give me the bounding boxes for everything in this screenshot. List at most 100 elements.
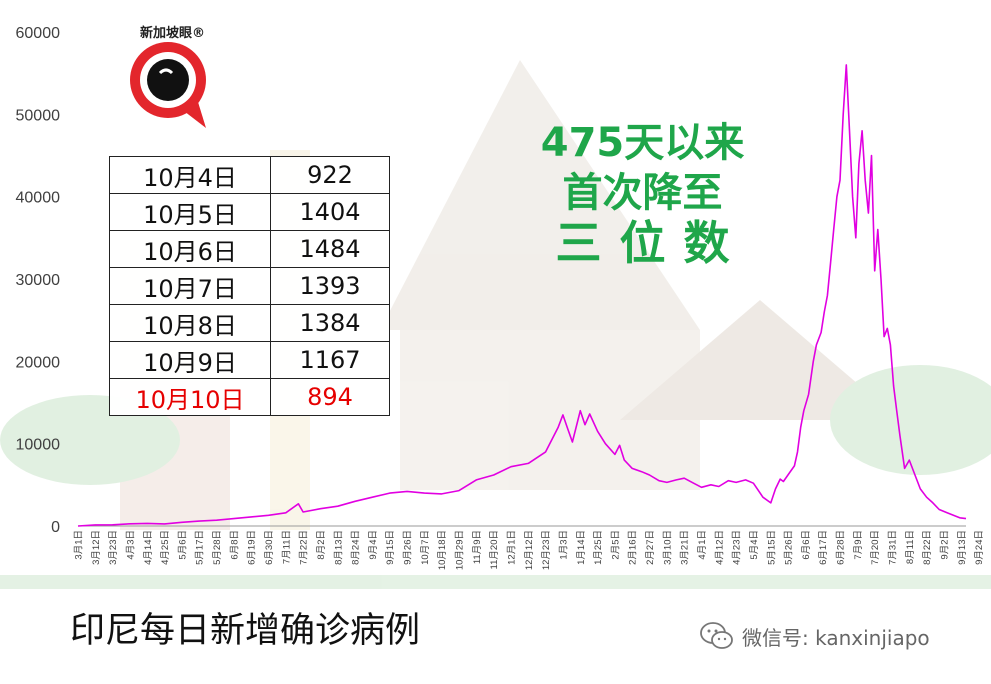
x-tick-label: 9月13日 — [957, 530, 968, 565]
x-tick-label: 5月15日 — [766, 530, 777, 565]
y-tick-label: 20000 — [16, 354, 61, 371]
x-tick-label: 8月2日 — [316, 530, 327, 560]
x-tick-label: 4月25日 — [160, 530, 171, 565]
series-line-daily-cases — [77, 64, 967, 527]
table-cell-date: 10月5日 — [109, 193, 271, 231]
table-row: 10月4日 922 — [109, 156, 390, 194]
headline-annotation: 475天以来 首次降至 三位数 — [505, 118, 780, 268]
x-tick-label: 6月19日 — [247, 530, 258, 565]
table-row: 10月9日 1167 — [109, 341, 390, 379]
wechat-id-text: 微信号: kanxinjiapo — [742, 625, 930, 650]
headline-line-3: 三位数 — [555, 216, 748, 270]
x-tick-label: 3月12日 — [91, 530, 102, 565]
x-tick-label: 12月23日 — [541, 530, 552, 570]
table-cell-date: 10月10日 — [109, 378, 271, 416]
x-tick-label: 3月1日 — [74, 530, 85, 560]
x-tick-label: 8月24日 — [351, 530, 362, 565]
temple-roof-shape — [380, 60, 700, 330]
x-tick-label: 7月22日 — [299, 530, 310, 565]
right-roof-shape — [620, 300, 900, 420]
x-tick-label: 10月29日 — [455, 530, 466, 570]
logo-pointer — [180, 102, 206, 128]
x-tick-label: 1月14日 — [576, 530, 587, 565]
tree-right-shape — [830, 365, 991, 475]
x-tick-label: 12月12日 — [524, 530, 535, 570]
table-cell-value: 894 — [270, 378, 390, 416]
x-tick-label: 2月27日 — [645, 530, 656, 565]
table-row: 10月6日 1484 — [109, 230, 390, 268]
daily-cases-table: 10月4日 922 10月5日 1404 10月6日 1484 10月7日 1393 1… — [109, 156, 390, 416]
x-tick-label: 2月16日 — [628, 530, 639, 565]
wechat-watermark: 微信号: kanxinjiapo — [700, 621, 930, 651]
x-tick-label: 4月12日 — [714, 530, 725, 565]
table-cell-value: 1384 — [270, 304, 390, 342]
y-tick-label: 10000 — [16, 437, 61, 454]
x-tick-label: 4月1日 — [697, 530, 708, 560]
x-tick-label: 3月23日 — [108, 530, 119, 565]
x-tick-label: 3月10日 — [662, 530, 673, 565]
x-tick-label: 4月23日 — [732, 530, 743, 565]
x-tick-label: 6月30日 — [264, 530, 275, 565]
x-tick-label: 10月7日 — [420, 530, 431, 565]
x-tick-label: 7月20日 — [870, 530, 881, 565]
headline-line-1: 475天以来 — [540, 120, 745, 166]
y-tick-label: 0 — [51, 519, 60, 536]
x-tick-label: 9月4日 — [368, 530, 379, 560]
x-tick-label: 6月8日 — [229, 530, 240, 560]
x-tick-label: 2月5日 — [610, 530, 621, 560]
logo-text: 新加坡眼® — [140, 26, 206, 41]
table-row: 10月7日 1393 — [109, 267, 390, 305]
x-tick-label: 9月24日 — [974, 530, 985, 565]
x-tick-label: 5月17日 — [195, 530, 206, 565]
table-cell-date: 10月8日 — [109, 304, 271, 342]
table-cell-date: 10月7日 — [109, 267, 271, 305]
x-tick-label: 1月25日 — [593, 530, 604, 565]
x-tick-label: 5月26日 — [784, 530, 795, 565]
x-tick-label: 5月4日 — [749, 530, 760, 560]
x-tick-label: 12月1日 — [506, 530, 517, 565]
x-tick-label: 9月2日 — [939, 530, 950, 560]
table-cell-value: 1484 — [270, 230, 390, 268]
table-row: 10月5日 1404 — [109, 193, 390, 231]
x-tick-label: 3月21日 — [680, 530, 691, 565]
x-tick-label: 8月11日 — [905, 530, 916, 564]
tree-left-shape — [0, 395, 180, 485]
x-tick-label: 9月26日 — [403, 530, 414, 565]
y-tick-label: 30000 — [16, 272, 61, 289]
logo-eye-highlight — [158, 68, 174, 75]
headline-line-2: 首次降至 — [562, 170, 723, 216]
x-tick-label: 5月28日 — [212, 530, 223, 565]
x-tick-label: 8月13日 — [333, 530, 344, 565]
x-tick-label: 11月9日 — [472, 530, 483, 564]
x-tick-label: 4月14日 — [143, 530, 154, 565]
x-tick-label: 8月22日 — [922, 530, 933, 565]
table-cell-date: 10月4日 — [109, 156, 271, 194]
x-tick-label: 6月28日 — [836, 530, 847, 565]
x-tick-label: 5月6日 — [177, 530, 188, 560]
table-cell-date: 10月6日 — [109, 230, 271, 268]
table-cell-value: 1393 — [270, 267, 390, 305]
table-row: 10月8日 1384 — [109, 304, 390, 342]
table-cell-date: 10月9日 — [109, 341, 271, 379]
x-tick-label: 7月31日 — [888, 530, 899, 565]
table-row-highlight: 10月10日 894 — [109, 378, 390, 416]
wechat-icon — [700, 622, 733, 649]
brand-logo — [130, 42, 206, 128]
x-tick-label: 7月11日 — [281, 530, 292, 564]
temple-body-shape — [400, 330, 700, 490]
x-tick-label: 4月3日 — [125, 530, 136, 560]
y-axis: 0 10000 20000 30000 40000 50000 60000 — [16, 25, 61, 536]
x-tick-label: 1月3日 — [558, 530, 569, 560]
table-cell-value: 1167 — [270, 341, 390, 379]
ground-strip-shape — [0, 575, 991, 589]
y-tick-label: 60000 — [16, 25, 61, 42]
x-tick-label: 6月17日 — [818, 530, 829, 565]
x-tick-label: 9月15日 — [385, 530, 396, 565]
y-tick-label: 50000 — [16, 107, 61, 124]
table-cell-value: 1404 — [270, 193, 390, 231]
x-tick-label: 7月9日 — [853, 530, 864, 560]
x-tick-label: 11月20日 — [489, 530, 500, 569]
table-cell-value: 922 — [270, 156, 390, 194]
x-tick-label: 6月6日 — [801, 530, 812, 560]
